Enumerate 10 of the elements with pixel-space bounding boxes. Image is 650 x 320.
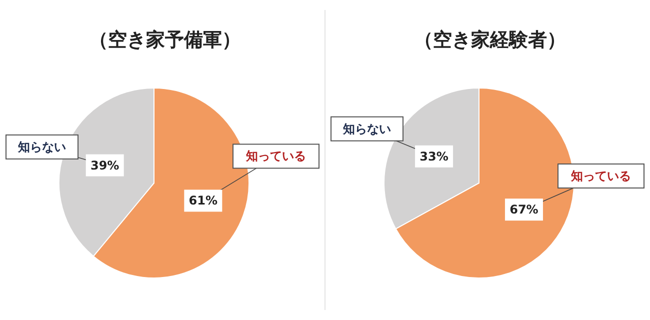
slice-label: 知っている xyxy=(245,149,306,164)
slice-label: 知らない xyxy=(17,140,66,154)
data-label: 61% xyxy=(188,194,218,208)
slice-label: 知っている xyxy=(570,168,631,183)
data-label: 67% xyxy=(510,202,538,217)
data-label: 39% xyxy=(90,158,120,172)
slice-label: 知らない xyxy=(342,122,391,136)
data-label: 33% xyxy=(420,149,448,164)
chart-title: （空き家経験者） xyxy=(414,29,566,51)
chart-title: （空き家予備軍） xyxy=(89,29,241,51)
